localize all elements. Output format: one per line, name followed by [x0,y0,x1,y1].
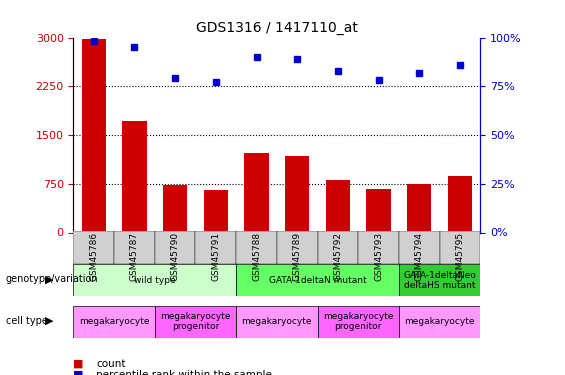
FancyBboxPatch shape [399,264,480,296]
Text: GSM45787: GSM45787 [130,232,139,281]
Text: ▶: ▶ [45,274,54,284]
Text: GSM45793: GSM45793 [374,232,383,281]
Text: GSM45788: GSM45788 [252,232,261,281]
Title: GDS1316 / 1417110_at: GDS1316 / 1417110_at [196,21,358,35]
FancyBboxPatch shape [73,231,114,264]
FancyBboxPatch shape [399,306,480,338]
FancyBboxPatch shape [73,306,155,338]
Text: ■: ■ [73,359,84,369]
FancyBboxPatch shape [195,231,236,264]
Text: megakaryocyte: megakaryocyte [242,317,312,326]
FancyBboxPatch shape [318,306,399,338]
Bar [122,121,147,232]
Bar [407,184,432,232]
Text: GSM45789: GSM45789 [293,232,302,281]
Text: percentile rank within the sample: percentile rank within the sample [96,370,272,375]
Bar [366,189,391,232]
FancyBboxPatch shape [318,231,358,264]
Text: ■: ■ [73,370,84,375]
Bar [244,153,269,232]
Text: GSM45792: GSM45792 [333,232,342,281]
Text: GSM45794: GSM45794 [415,232,424,281]
Text: GATA-1deltaNeo
deltaHS mutant: GATA-1deltaNeo deltaHS mutant [403,271,476,290]
Text: megakaryocyte
progenitor: megakaryocyte progenitor [323,312,393,331]
Bar [325,180,350,232]
FancyBboxPatch shape [114,231,155,264]
FancyBboxPatch shape [73,264,236,296]
FancyBboxPatch shape [155,306,236,338]
Bar [163,185,188,232]
FancyBboxPatch shape [155,231,195,264]
Text: GSM45795: GSM45795 [455,232,464,281]
Text: megakaryocyte: megakaryocyte [79,317,149,326]
Text: GSM45786: GSM45786 [89,232,98,281]
Text: cell type: cell type [6,316,47,326]
FancyBboxPatch shape [236,306,318,338]
Bar [203,190,228,232]
Text: GSM45790: GSM45790 [171,232,180,281]
Text: megakaryocyte
progenitor: megakaryocyte progenitor [160,312,231,331]
Text: wild type: wild type [134,276,176,285]
Bar [285,156,310,232]
FancyBboxPatch shape [440,231,480,264]
Text: GATA-1deltaN mutant: GATA-1deltaN mutant [269,276,366,285]
FancyBboxPatch shape [358,231,399,264]
Text: ▶: ▶ [45,316,54,326]
FancyBboxPatch shape [277,231,318,264]
Bar [447,176,472,232]
Text: genotype/variation: genotype/variation [6,274,98,284]
FancyBboxPatch shape [236,231,277,264]
Text: GSM45791: GSM45791 [211,232,220,281]
Text: megakaryocyte: megakaryocyte [405,317,475,326]
Bar [81,39,106,232]
Text: count: count [96,359,125,369]
FancyBboxPatch shape [236,264,399,296]
FancyBboxPatch shape [399,231,440,264]
